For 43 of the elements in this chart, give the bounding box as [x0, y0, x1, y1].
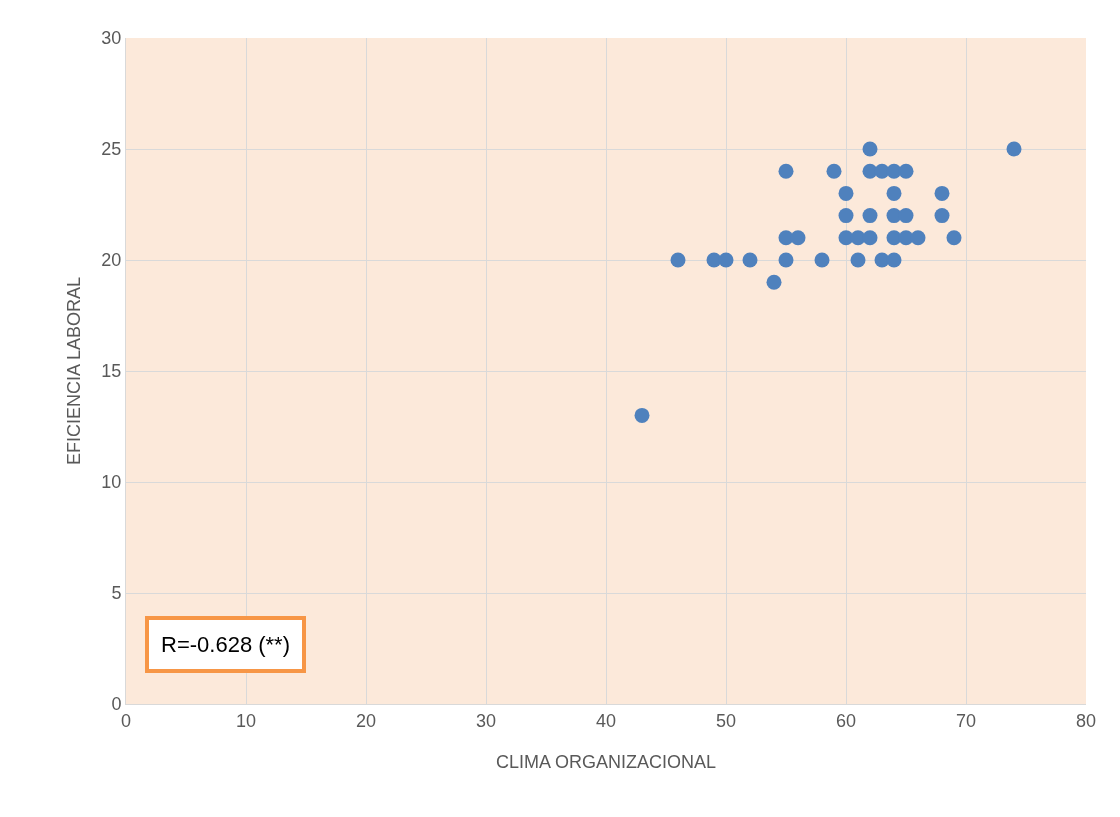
point [934, 185, 950, 201]
y-tick-label: 10 [101, 472, 122, 493]
point [898, 163, 914, 179]
point [670, 252, 686, 268]
point [778, 163, 794, 179]
point [634, 407, 650, 423]
point [910, 230, 926, 246]
point [946, 230, 962, 246]
x-tick-label: 30 [475, 710, 497, 731]
point [790, 230, 806, 246]
point [850, 252, 866, 268]
annotation: R=-0.628 (**) [161, 632, 291, 657]
x-tick-label: 10 [235, 710, 257, 731]
y-tick-label: 15 [101, 361, 122, 382]
x-tick-label: 50 [715, 710, 737, 731]
point [886, 252, 902, 268]
point [862, 208, 878, 224]
point [814, 252, 830, 268]
point [898, 208, 914, 224]
point [778, 252, 794, 268]
point [1006, 141, 1022, 157]
point [934, 208, 950, 224]
point [838, 208, 854, 224]
x-tick-label: 80 [1075, 710, 1097, 731]
y-tick-label: 5 [111, 583, 122, 604]
y-tick-label: 20 [101, 250, 122, 271]
point [886, 185, 902, 201]
y-tick-label: 30 [101, 28, 122, 49]
y-tick-label: 25 [101, 139, 122, 160]
y-tick-label: 0 [111, 694, 122, 715]
point [838, 185, 854, 201]
x-tick-label: 70 [955, 710, 977, 731]
point [766, 274, 782, 290]
x-tick-label: 60 [835, 710, 857, 731]
point [862, 141, 878, 157]
point [826, 163, 842, 179]
x-tick-label: 40 [595, 710, 617, 731]
point [718, 252, 734, 268]
point [862, 230, 878, 246]
x-tick-label: 20 [355, 710, 377, 731]
x-axis-title: CLIMA ORGANIZACIONAL [495, 752, 717, 772]
y-axis-title: EFICIENCIA LABORAL [64, 276, 84, 466]
point [742, 252, 758, 268]
